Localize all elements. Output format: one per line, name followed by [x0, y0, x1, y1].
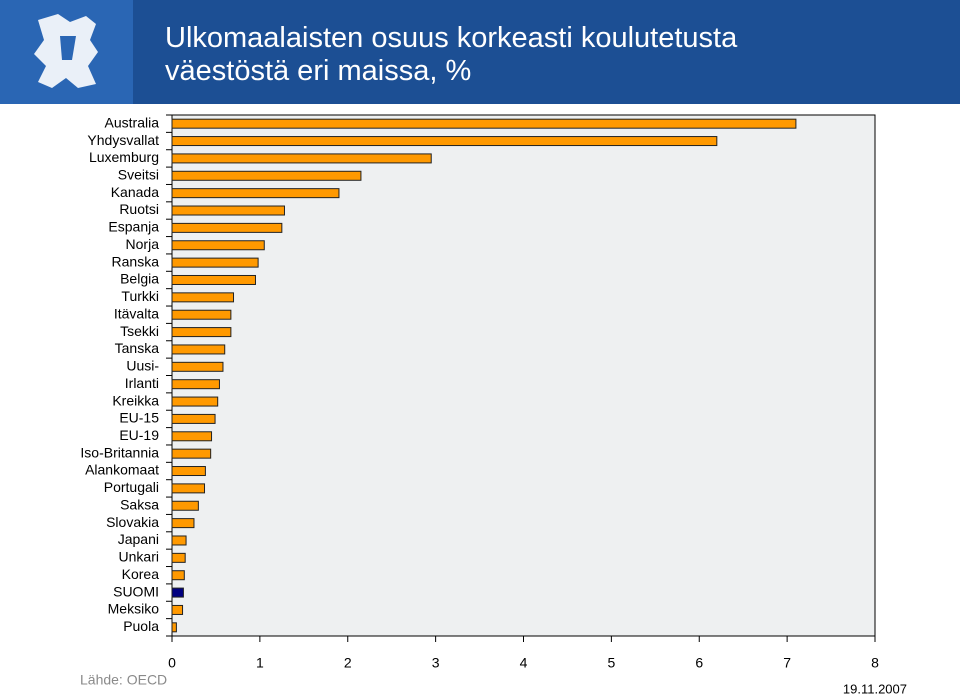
x-tick-label: 3	[432, 655, 440, 671]
y-tick-label: Uusi-	[126, 358, 159, 374]
y-tick-label: Saksa	[120, 496, 159, 512]
y-tick-label: Irlanti	[125, 375, 159, 391]
bar	[171, 153, 432, 164]
bar	[171, 396, 219, 407]
y-tick-label: Korea	[122, 566, 160, 582]
y-tick-label: Slovakia	[106, 514, 159, 530]
bar	[171, 327, 232, 338]
bar	[171, 188, 340, 199]
y-tick-label: Puola	[123, 618, 159, 634]
y-tick-label: Belgia	[120, 271, 159, 287]
y-tick-label: Iso-Britannia	[80, 444, 159, 460]
bar	[171, 587, 184, 598]
bar	[171, 222, 283, 233]
x-tick-label: 7	[783, 655, 791, 671]
y-tick-label: Kreikka	[112, 392, 159, 408]
bar	[171, 136, 718, 147]
x-tick-label: 0	[168, 655, 176, 671]
y-tick-label: Itävalta	[114, 305, 159, 321]
y-tick-label: EU-15	[119, 410, 159, 426]
y-tick-label: Kanada	[111, 184, 159, 200]
bar	[171, 448, 212, 459]
plot-area	[171, 114, 876, 637]
source: Lähde: OECD	[80, 672, 167, 688]
bar	[171, 413, 216, 424]
bar	[171, 309, 232, 320]
y-tick-label: Portugali	[104, 479, 159, 495]
x-tick-label: 8	[871, 655, 879, 671]
y-tick-label: Australia	[105, 114, 160, 130]
x-tick-label: 5	[607, 655, 615, 671]
bar	[171, 292, 235, 303]
bar	[171, 170, 362, 181]
y-tick-label: Alankomaat	[85, 462, 159, 478]
y-tick-label: Meksiko	[108, 601, 160, 617]
bar	[171, 240, 265, 251]
y-tick-label: Tsekki	[120, 323, 159, 339]
header: Ulkomaalaisten osuus korkeasti koulutetu…	[0, 0, 960, 104]
date: 19.11.2007	[843, 681, 907, 696]
bar	[171, 205, 285, 216]
x-tick-label: 4	[520, 655, 528, 671]
bar	[171, 570, 185, 581]
y-tick-label: Espanja	[108, 219, 159, 235]
bar	[171, 604, 184, 615]
x-tick-label: 1	[256, 655, 264, 671]
bar	[171, 500, 199, 511]
bar	[171, 466, 206, 477]
y-tick-label: EU-19	[119, 427, 159, 443]
chart-title: Ulkomaalaisten osuus korkeasti koulutetu…	[165, 22, 738, 87]
logo	[0, 0, 133, 104]
y-tick-label: Norja	[126, 236, 160, 252]
bar	[171, 257, 259, 268]
bar	[171, 518, 195, 529]
x-tick-label: 6	[695, 655, 703, 671]
y-tick-label: Sveitsi	[118, 166, 159, 182]
y-tick-label: Tanska	[115, 340, 160, 356]
bar	[171, 118, 797, 129]
bar	[171, 274, 256, 285]
y-tick-label: Unkari	[119, 549, 159, 565]
bar	[171, 431, 213, 442]
bar	[171, 361, 224, 372]
x-tick-label: 2	[344, 655, 352, 671]
y-tick-label: Ruotsi	[119, 201, 159, 217]
bar	[171, 379, 220, 390]
y-tick-label: SUOMI	[113, 583, 159, 599]
y-tick-label: Ranska	[112, 253, 160, 269]
logo-emblem	[34, 14, 98, 88]
bar	[171, 552, 186, 563]
y-tick-label: Japani	[118, 531, 159, 547]
bar	[171, 344, 226, 355]
bar	[171, 535, 187, 546]
y-tick-label: Luxemburg	[89, 149, 159, 165]
y-tick-label: Yhdysvallat	[87, 132, 159, 148]
bar	[171, 483, 206, 494]
y-tick-label: Turkki	[121, 288, 159, 304]
bar	[171, 622, 177, 633]
